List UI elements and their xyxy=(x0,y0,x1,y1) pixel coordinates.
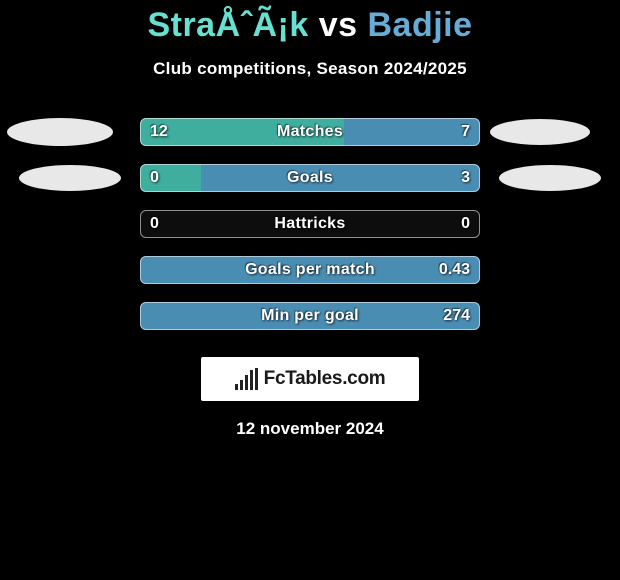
vs-text: vs xyxy=(319,6,358,44)
stat-row: 00Hattricks xyxy=(0,201,620,247)
footer-date: 12 november 2024 xyxy=(0,419,620,439)
stat-row: 0.43Goals per match xyxy=(0,247,620,293)
player1-ellipse-icon xyxy=(19,165,121,191)
stat-label: Goals xyxy=(140,169,480,187)
stat-row: 03Goals xyxy=(0,155,620,201)
stat-label: Matches xyxy=(140,123,480,141)
stat-label: Min per goal xyxy=(140,307,480,325)
subtitle: Club competitions, Season 2024/2025 xyxy=(0,59,620,79)
player2-name: Badjie xyxy=(368,6,473,44)
page-title: StraÅˆÃ¡k vs Badjie xyxy=(0,0,620,45)
player1-name: StraÅˆÃ¡k xyxy=(147,6,308,44)
stats-arena: 127Matches03Goals00Hattricks0.43Goals pe… xyxy=(0,109,620,339)
stat-label: Goals per match xyxy=(140,261,480,279)
footer-logo-text: FcTables.com xyxy=(264,368,386,390)
stat-row: 274Min per goal xyxy=(0,293,620,339)
player2-ellipse-icon xyxy=(499,165,601,191)
stat-row: 127Matches xyxy=(0,109,620,155)
footer-logo: FcTables.com xyxy=(201,357,419,401)
player2-ellipse-icon xyxy=(490,119,590,145)
player1-ellipse-icon xyxy=(7,118,113,146)
logo-bars-icon xyxy=(235,368,258,390)
stat-label: Hattricks xyxy=(140,215,480,233)
